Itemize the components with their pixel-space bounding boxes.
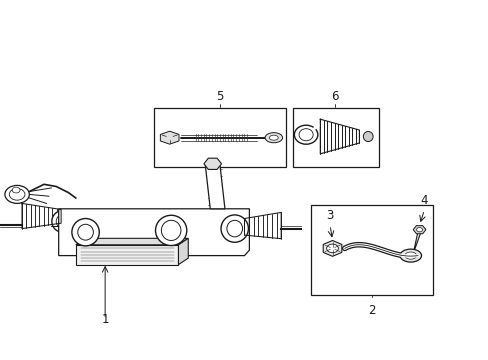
Text: 3: 3 xyxy=(325,209,333,222)
Ellipse shape xyxy=(299,129,312,141)
Ellipse shape xyxy=(264,133,282,143)
Bar xyxy=(76,245,178,265)
Text: 4: 4 xyxy=(420,194,427,207)
Polygon shape xyxy=(205,166,224,209)
Ellipse shape xyxy=(52,211,73,232)
Ellipse shape xyxy=(326,244,338,253)
Polygon shape xyxy=(203,158,221,170)
Ellipse shape xyxy=(155,215,186,246)
Polygon shape xyxy=(323,240,341,256)
Polygon shape xyxy=(59,209,249,256)
Ellipse shape xyxy=(399,249,421,262)
Ellipse shape xyxy=(416,228,422,232)
Polygon shape xyxy=(412,229,425,254)
Text: 2: 2 xyxy=(367,304,375,317)
Ellipse shape xyxy=(78,224,93,240)
Bar xyxy=(310,205,432,295)
Text: 6: 6 xyxy=(330,90,338,103)
Polygon shape xyxy=(160,131,179,144)
Text: 1: 1 xyxy=(101,313,109,326)
Ellipse shape xyxy=(294,125,317,144)
Text: 5: 5 xyxy=(216,90,224,103)
Ellipse shape xyxy=(5,185,29,203)
Ellipse shape xyxy=(56,215,69,228)
Ellipse shape xyxy=(269,135,278,140)
Ellipse shape xyxy=(221,215,248,242)
Polygon shape xyxy=(178,238,188,265)
Ellipse shape xyxy=(72,219,99,246)
Ellipse shape xyxy=(9,189,25,200)
Bar xyxy=(154,108,285,167)
Ellipse shape xyxy=(363,131,372,141)
Polygon shape xyxy=(412,226,425,234)
Ellipse shape xyxy=(226,220,242,237)
Ellipse shape xyxy=(161,220,181,240)
Polygon shape xyxy=(76,238,188,245)
Ellipse shape xyxy=(12,187,20,193)
Ellipse shape xyxy=(404,252,416,259)
Bar xyxy=(293,108,378,167)
